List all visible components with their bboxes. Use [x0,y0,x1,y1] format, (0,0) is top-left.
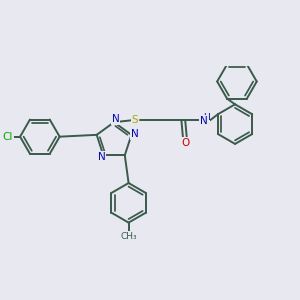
Text: CH₃: CH₃ [120,232,137,241]
Text: O: O [181,138,189,148]
Text: N: N [98,152,105,162]
Text: N: N [200,116,208,126]
Text: N: N [112,114,119,124]
Text: Cl: Cl [3,132,13,142]
Text: S: S [132,115,138,125]
Text: H: H [203,113,209,122]
Text: N: N [131,129,139,139]
